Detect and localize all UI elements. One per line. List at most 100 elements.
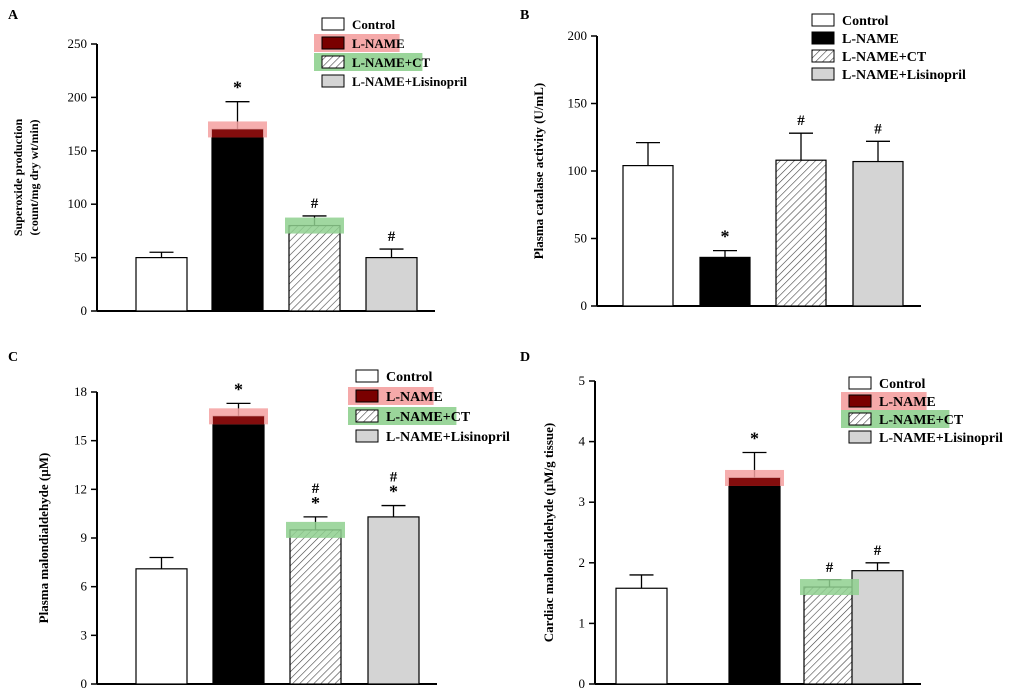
significance-label: # (312, 481, 320, 497)
legend-label: L-NAME+Lisinopril (352, 74, 467, 89)
y-axis-label: Plasma malondialdehyde (µM) (36, 453, 51, 624)
bar-l-name-lisinopril (367, 516, 420, 685)
legend-swatch (355, 429, 379, 443)
y-axis-label: Superoxide production (11, 119, 25, 237)
legend-swatch (811, 31, 835, 45)
significance-label: # (311, 196, 319, 212)
significance-label: * (750, 429, 759, 449)
bar-control (135, 257, 188, 312)
y-axis-label: Cardiac malondialdehyde (µM/g tissue) (541, 423, 556, 642)
significance-label: * (234, 379, 243, 399)
bar-l-name-lisinopril (851, 570, 904, 685)
legend-swatch (355, 409, 379, 423)
y-tick-label: 9 (81, 530, 88, 545)
legend-swatch (811, 13, 835, 27)
bar-highlight-core (213, 416, 264, 425)
legend-label: L-NAME+CT (842, 50, 927, 65)
y-tick-label: 18 (74, 384, 87, 399)
bar-highlight (286, 521, 345, 538)
bar-l-name-ct (803, 586, 856, 685)
y-tick-label: 100 (68, 196, 88, 211)
chart-panel-d: 0 1 2 3 4 5 Cardiac malondialdehyde (µM/g tiss… (541, 373, 1003, 691)
legend-label: L-NAME (842, 32, 899, 47)
bar-control (135, 568, 188, 685)
y-tick-label: 150 (568, 96, 588, 111)
legend-swatch (355, 389, 379, 403)
significance-label: # (826, 560, 834, 576)
y-tick-label: 0 (581, 298, 588, 313)
significance-label: * (233, 78, 242, 98)
y-tick-label: 15 (74, 433, 87, 448)
bar-l-name (212, 415, 265, 685)
legend-label: Control (879, 377, 926, 392)
y-tick-label: 50 (74, 250, 87, 265)
y-axis-label: Plasma catalase activity (U/mL) (531, 83, 546, 260)
legend-label: L-NAME (352, 36, 405, 51)
legend-label: L-NAME+CT (879, 413, 964, 428)
legend-swatch (848, 430, 872, 444)
legend-swatch (811, 67, 835, 81)
significance-label: * (389, 482, 398, 502)
legend-swatch (848, 394, 872, 408)
y-tick-label: 4 (579, 434, 586, 449)
y-tick-label: 3 (81, 627, 88, 642)
y-tick-label: 5 (579, 373, 586, 388)
bar-control (615, 587, 668, 685)
bar-l-name (728, 477, 781, 685)
legend-label: Control (842, 14, 889, 29)
y-tick-label: 1 (579, 615, 586, 630)
y-tick-label: 2 (579, 555, 586, 570)
legend-label: L-NAME+Lisinopril (879, 431, 1003, 446)
y-axis-label: (count/mg dry wt/min) (27, 120, 41, 236)
significance-label: # (874, 543, 882, 559)
significance-label: * (311, 493, 320, 513)
legend-swatch (321, 17, 345, 31)
significance-label: * (721, 227, 730, 247)
legend-label: L-NAME+Lisinopril (386, 430, 510, 445)
panel-label: A (8, 8, 19, 23)
significance-label: # (388, 229, 396, 245)
y-tick-label: 3 (579, 494, 586, 509)
legend-label: L-NAME+CT (386, 410, 471, 425)
y-tick-label: 200 (568, 28, 588, 43)
y-tick-label: 50 (574, 231, 587, 246)
legend-swatch (355, 369, 379, 383)
legend-swatch (321, 36, 345, 50)
y-tick-label: 250 (68, 36, 88, 51)
legend-swatch (848, 412, 872, 426)
bar-l-name-ct (288, 224, 341, 312)
significance-label: # (874, 121, 882, 137)
chart-panel-a: 0 50 100 150 200 250 Superoxide production (cou… (11, 17, 467, 318)
bar-control (622, 165, 674, 307)
legend-label: Control (386, 370, 433, 385)
bar-l-name (211, 128, 264, 312)
significance-label: # (797, 113, 805, 129)
bar-highlight-core (729, 477, 780, 486)
y-tick-label: 200 (68, 89, 88, 104)
panel-label: D (520, 350, 531, 365)
legend-label: L-NAME (386, 390, 443, 405)
y-tick-label: 100 (568, 163, 588, 178)
legend-label: Control (352, 17, 395, 32)
y-tick-label: 150 (68, 143, 88, 158)
y-tick-label: 0 (579, 676, 586, 691)
panel-label: C (8, 350, 19, 365)
bar-highlight-core (212, 129, 263, 138)
legend-label: L-NAME (879, 395, 936, 410)
significance-label: # (390, 470, 398, 486)
bar-highlight (285, 217, 344, 234)
bar-highlight (800, 579, 859, 596)
legend-label: L-NAME+CT (352, 55, 431, 70)
legend-swatch (321, 55, 345, 69)
bar-l-name-lisinopril (365, 257, 418, 312)
bar-l-name-ct (289, 529, 342, 685)
legend-swatch (321, 74, 345, 88)
y-tick-label: 0 (81, 303, 88, 318)
y-tick-label: 6 (81, 579, 88, 594)
legend-label: L-NAME+Lisinopril (842, 68, 966, 83)
y-tick-label: 0 (81, 676, 88, 691)
bar-l-name (699, 256, 751, 307)
bar-l-name-lisinopril (852, 160, 904, 307)
